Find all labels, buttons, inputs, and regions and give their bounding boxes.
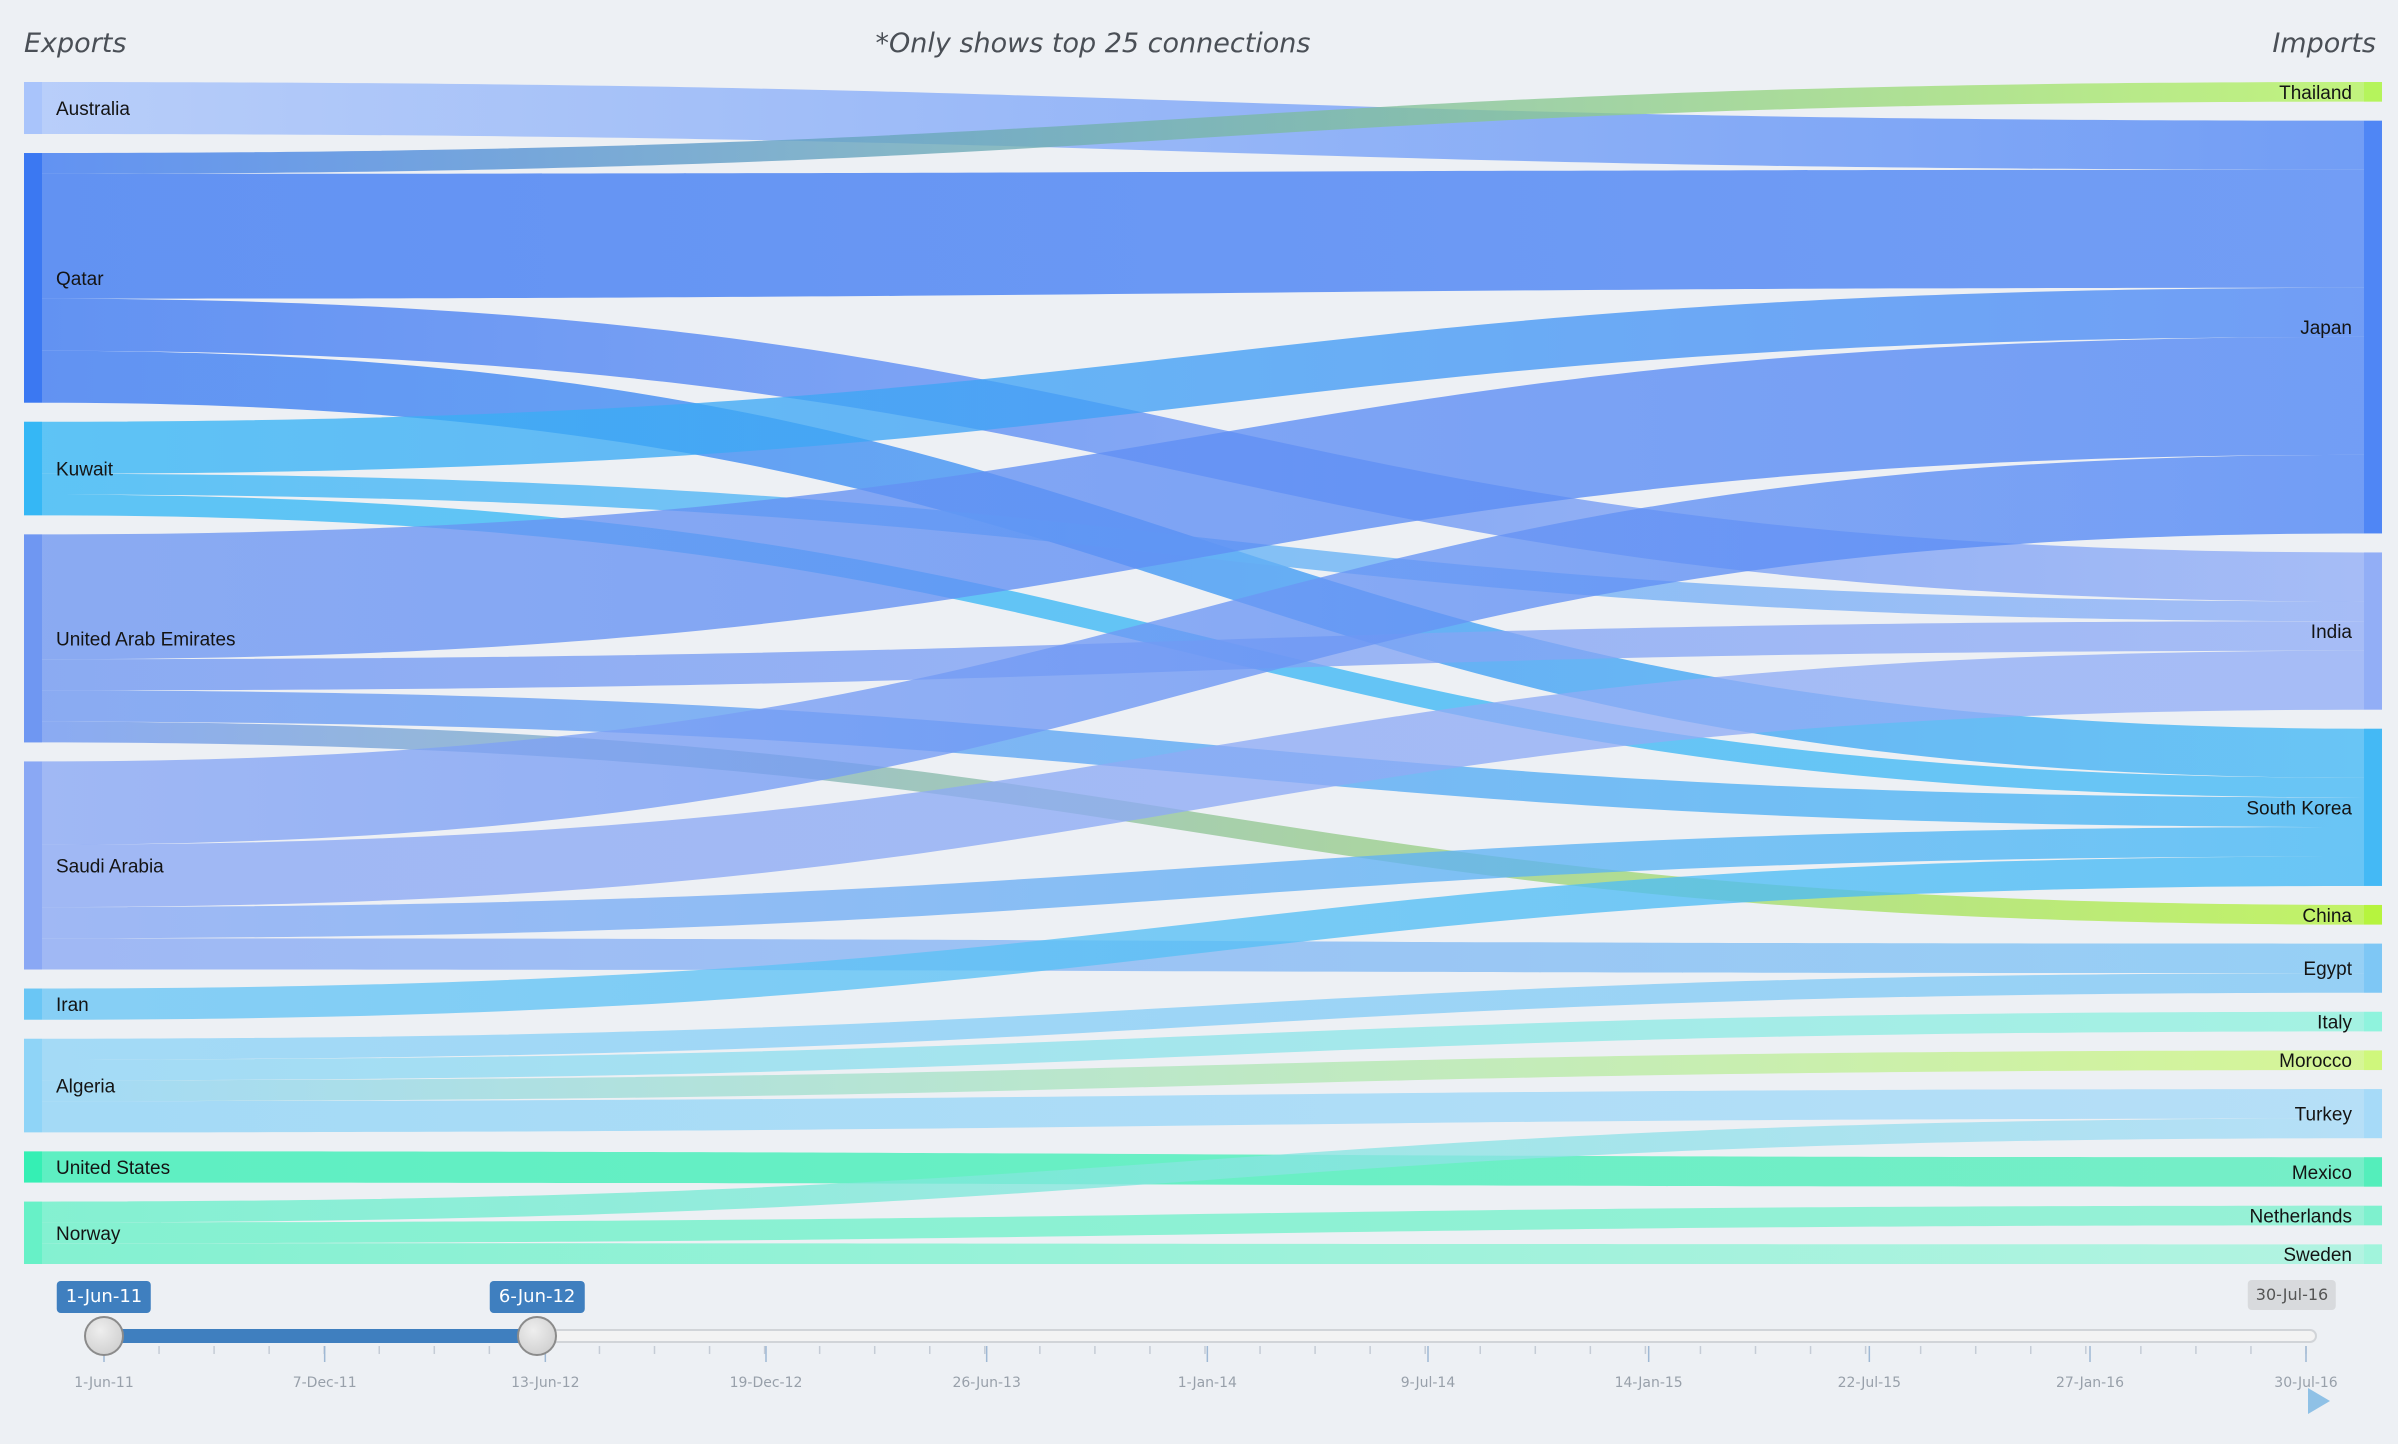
link-saudi-arabia-egypt[interactable] <box>42 938 2364 974</box>
nodes-layer <box>24 82 2382 1264</box>
links-layer <box>42 82 2364 1264</box>
link-algeria-turkey[interactable] <box>42 1089 2364 1133</box>
import-label-egypt: Egypt <box>2303 959 2352 980</box>
import-node-turkey[interactable] <box>2364 1089 2382 1139</box>
import-node-japan[interactable] <box>2364 120 2382 534</box>
export-label-saudi-arabia: Saudi Arabia <box>56 856 164 877</box>
link-norway-turkey[interactable] <box>42 1118 2364 1223</box>
import-label-china: China <box>2302 906 2352 927</box>
link-saudi-arabia-south-korea[interactable] <box>42 826 2364 939</box>
axis-tick-label: 7-Dec-11 <box>293 1375 357 1391</box>
export-node-iran[interactable] <box>24 988 42 1020</box>
export-label-australia: Australia <box>56 99 130 120</box>
import-label-netherlands: Netherlands <box>2250 1207 2352 1228</box>
export-label-qatar: Qatar <box>56 269 104 290</box>
link-qatar-thailand[interactable] <box>42 82 2364 174</box>
link-united-arab-emirates-japan[interactable] <box>42 336 2364 660</box>
link-algeria-morocco[interactable] <box>42 1050 2364 1102</box>
link-algeria-italy[interactable] <box>42 1011 2364 1081</box>
axis-tick-label: 22-Jul-15 <box>1838 1375 1901 1391</box>
link-norway-netherlands[interactable] <box>42 1205 2364 1244</box>
export-node-algeria[interactable] <box>24 1038 42 1133</box>
link-qatar-south-korea[interactable] <box>42 350 2364 778</box>
import-label-thailand: Thailand <box>2279 83 2352 104</box>
link-united-arab-emirates-china[interactable] <box>42 721 2364 925</box>
import-node-china[interactable] <box>2364 904 2382 925</box>
import-node-netherlands[interactable] <box>2364 1205 2382 1226</box>
export-node-united-arab-emirates[interactable] <box>24 534 42 743</box>
export-label-algeria: Algeria <box>56 1077 116 1098</box>
import-node-thailand[interactable] <box>2364 82 2382 102</box>
export-node-australia[interactable] <box>24 82 42 135</box>
import-node-egypt[interactable] <box>2364 943 2382 993</box>
import-label-turkey: Turkey <box>2295 1105 2353 1126</box>
export-node-qatar[interactable] <box>24 153 42 403</box>
import-node-sweden[interactable] <box>2364 1244 2382 1264</box>
import-label-india: India <box>2311 622 2353 643</box>
import-node-india[interactable] <box>2364 552 2382 710</box>
export-node-kuwait[interactable] <box>24 421 42 516</box>
export-node-saudi-arabia[interactable] <box>24 761 42 970</box>
end-date-tag: 6-Jun-12 <box>489 1281 585 1313</box>
play-icon[interactable] <box>2308 1388 2330 1414</box>
start-handle[interactable] <box>84 1316 124 1356</box>
import-label-morocco: Morocco <box>2279 1051 2352 1072</box>
axis-tick-label: 9-Jul-14 <box>1401 1375 1456 1391</box>
import-label-sweden: Sweden <box>2283 1245 2352 1266</box>
import-node-morocco[interactable] <box>2364 1050 2382 1071</box>
export-label-kuwait: Kuwait <box>56 460 114 481</box>
exports-heading: Exports <box>24 28 127 59</box>
axis-tick-label: 13-Jun-12 <box>511 1375 579 1391</box>
import-node-mexico[interactable] <box>2364 1157 2382 1187</box>
imports-heading: Imports <box>2272 28 2376 59</box>
link-qatar-japan[interactable] <box>42 169 2364 299</box>
link-algeria-egypt[interactable] <box>42 973 2364 1060</box>
export-label-norway: Norway <box>56 1224 121 1245</box>
link-norway-sweden[interactable] <box>42 1243 2364 1264</box>
axis-tick-label: 30-Jul-16 <box>2274 1375 2337 1391</box>
labels-layer: Australia Qatar Kuwait United Arab Emirates… <box>56 83 2353 1266</box>
link-saudi-arabia-japan[interactable] <box>42 454 2364 845</box>
export-node-united-states[interactable] <box>24 1151 42 1183</box>
link-kuwait-japan[interactable] <box>42 287 2364 474</box>
axis-tick-label: 1-Jan-14 <box>1178 1375 1237 1391</box>
export-label-united-states: United States <box>56 1158 170 1179</box>
import-label-italy: Italy <box>2317 1013 2352 1034</box>
axis-tick-label: 19-Dec-12 <box>730 1375 803 1391</box>
axis-tick-label: 26-Jun-13 <box>952 1375 1020 1391</box>
import-label-mexico: Mexico <box>2292 1163 2352 1184</box>
import-node-italy[interactable] <box>2364 1011 2382 1032</box>
timeline-axis: 1-Jun-11 7-Dec-11 13-Jun-12 19-Dec-12 26-Jun… <box>74 1329 2338 1391</box>
slider-selected-range <box>104 1329 538 1343</box>
export-label-iran: Iran <box>56 995 89 1016</box>
start-date-tag: 1-Jun-11 <box>56 1281 152 1313</box>
top-connections-note: *Only shows top 25 connections <box>875 28 1311 59</box>
end-handle[interactable] <box>517 1316 558 1356</box>
link-iran-south-korea[interactable] <box>42 856 2364 1020</box>
export-node-norway[interactable] <box>24 1201 42 1264</box>
max-date-tag: 30-Jul-16 <box>2247 1280 2337 1310</box>
link-saudi-arabia-india[interactable] <box>42 650 2364 908</box>
import-label-south-korea: South Korea <box>2246 798 2352 819</box>
export-label-united-arab-emirates: United Arab Emirates <box>56 629 236 650</box>
import-label-japan: Japan <box>2300 318 2352 339</box>
import-node-south-korea[interactable] <box>2364 728 2382 886</box>
axis-tick-label: 14-Jan-15 <box>1615 1375 1683 1391</box>
axis-tick-label: 27-Jan-16 <box>2056 1375 2124 1391</box>
axis-tick-label: 1-Jun-11 <box>74 1375 133 1391</box>
